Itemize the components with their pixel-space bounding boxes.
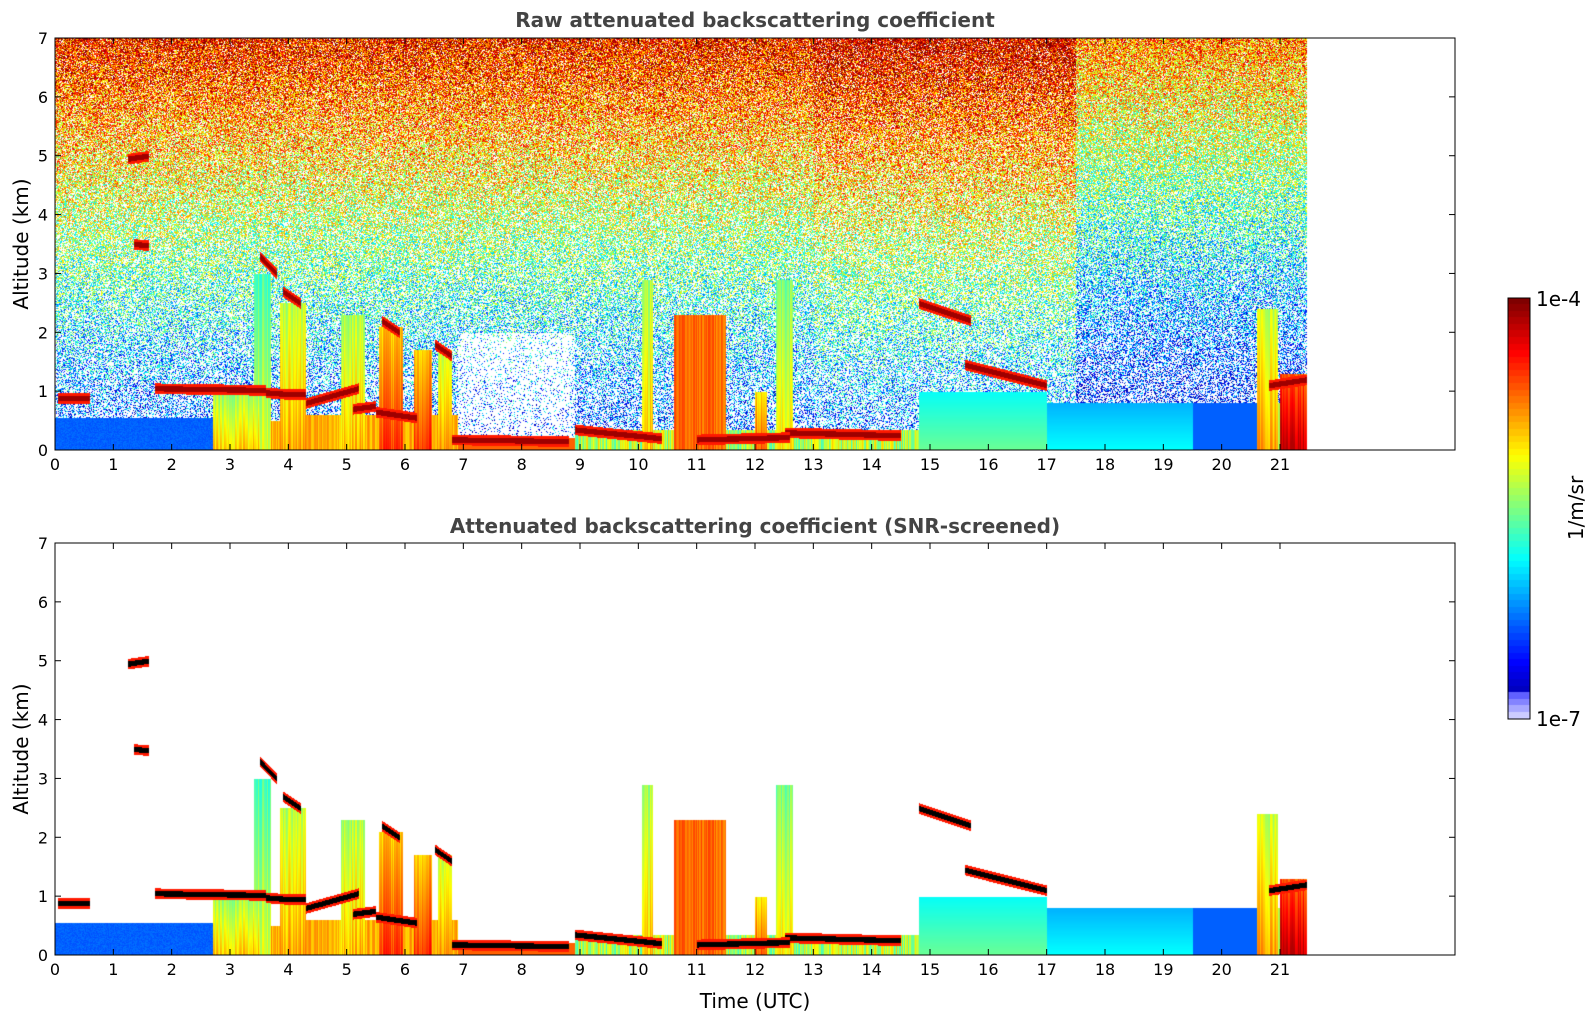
x-tick-label: 20 (1211, 960, 1231, 979)
y-tick-label: 0 (38, 946, 48, 965)
panel-raw-plot (54, 37, 1456, 451)
y-tick-label: 1 (38, 887, 48, 906)
x-tick-label: 1 (108, 455, 118, 474)
colorbar-max-label: 1e-4 (1536, 287, 1581, 311)
x-tick-label: 9 (575, 455, 585, 474)
colorbar-min-label: 1e-7 (1536, 707, 1581, 731)
panel-screened-ylabel: Altitude (km) (9, 683, 33, 814)
panel-raw: Raw attenuated backscattering coefficien… (9, 8, 1456, 474)
x-tick-label: 14 (861, 455, 881, 474)
colorbar: 1e-4 1e-7 1/m/sr (1507, 287, 1588, 731)
panel-screened-plot (54, 542, 1456, 956)
x-tick-label: 21 (1270, 455, 1290, 474)
x-tick-label: 10 (628, 455, 648, 474)
x-tick-label: 10 (628, 960, 648, 979)
x-tick-label: 6 (400, 455, 410, 474)
x-tick-label: 0 (50, 960, 60, 979)
x-tick-label: 5 (342, 960, 352, 979)
panel-screened-heatmap (55, 543, 1455, 955)
x-tick-label: 8 (517, 455, 527, 474)
y-tick-label: 1 (38, 382, 48, 401)
y-tick-label: 3 (38, 264, 48, 283)
x-tick-label: 11 (686, 455, 706, 474)
y-tick-label: 3 (38, 769, 48, 788)
y-tick-label: 2 (38, 828, 48, 847)
y-tick-label: 0 (38, 441, 48, 460)
y-tick-label: 4 (38, 206, 48, 225)
x-tick-label: 18 (1095, 455, 1115, 474)
x-tick-label: 16 (978, 455, 998, 474)
x-tick-label: 13 (803, 960, 823, 979)
x-tick-label: 2 (167, 455, 177, 474)
x-tick-label: 6 (400, 960, 410, 979)
x-tick-label: 2 (167, 960, 177, 979)
x-tick-label: 17 (1036, 960, 1056, 979)
x-tick-label: 13 (803, 455, 823, 474)
x-tick-label: 8 (517, 960, 527, 979)
y-tick-label: 6 (38, 88, 48, 107)
x-tick-label: 0 (50, 455, 60, 474)
panel-raw-ylabel: Altitude (km) (9, 178, 33, 309)
x-tick-label: 12 (745, 455, 765, 474)
y-tick-label: 7 (38, 534, 48, 553)
x-tick-label: 16 (978, 960, 998, 979)
panel-raw-y-ticks: 0 1 2 3 4 5 6 7 (38, 29, 1455, 460)
x-tick-label: 19 (1153, 960, 1173, 979)
x-tick-label: 14 (861, 960, 881, 979)
x-tick-label: 19 (1153, 455, 1173, 474)
colorbar-unit-label: 1/m/sr (1564, 475, 1588, 540)
x-tick-label: 20 (1211, 455, 1231, 474)
x-tick-label: 4 (283, 960, 293, 979)
panel-screened-title: Attenuated backscattering coefficient (S… (450, 514, 1060, 538)
y-tick-label: 4 (38, 711, 48, 730)
y-tick-label: 5 (38, 147, 48, 166)
y-tick-label: 5 (38, 652, 48, 671)
y-tick-label: 6 (38, 593, 48, 612)
y-tick-label: 7 (38, 29, 48, 48)
x-tick-label: 5 (342, 455, 352, 474)
colorbar-gradient (1508, 298, 1530, 719)
panel-screened: Attenuated backscattering coefficient (S… (9, 514, 1456, 1013)
x-tick-label: 17 (1036, 455, 1056, 474)
x-tick-label: 15 (920, 455, 940, 474)
panel-screened-xlabel: Time (UTC) (699, 989, 811, 1013)
x-tick-label: 7 (458, 455, 468, 474)
x-tick-label: 18 (1095, 960, 1115, 979)
x-tick-label: 7 (458, 960, 468, 979)
panel-screened-x-ticks: 0 1 2 3 4 5 6 7 8 9 10 11 12 13 14 15 16 17 18 19 20 21 (50, 543, 1290, 979)
y-tick-label: 2 (38, 323, 48, 342)
x-tick-label: 1 (108, 960, 118, 979)
panel-raw-x-ticks: 0 1 2 3 4 5 6 7 8 9 10 11 12 13 14 15 16 17 18 19 20 21 (50, 38, 1290, 474)
x-tick-label: 4 (283, 455, 293, 474)
x-tick-label: 3 (225, 960, 235, 979)
x-tick-label: 11 (686, 960, 706, 979)
panel-raw-heatmap (55, 38, 1455, 450)
x-tick-label: 15 (920, 960, 940, 979)
panel-screened-y-ticks: 0 1 2 3 4 5 6 7 (38, 534, 1455, 965)
x-tick-label: 3 (225, 455, 235, 474)
x-tick-label: 12 (745, 960, 765, 979)
colorbar-frame (1507, 297, 1531, 720)
x-tick-label: 9 (575, 960, 585, 979)
x-tick-label: 21 (1270, 960, 1290, 979)
panel-raw-title: Raw attenuated backscattering coefficien… (515, 8, 995, 32)
